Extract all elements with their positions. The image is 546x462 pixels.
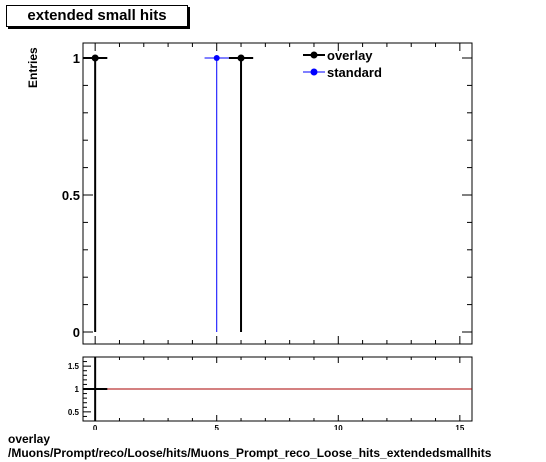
ratio-y-tick-label: 1 xyxy=(75,385,80,394)
legend: overlay standard xyxy=(303,48,382,80)
x-tick-label: 10 xyxy=(334,424,343,430)
y-tick-label: 0 xyxy=(73,325,80,340)
caption-overlay: overlay xyxy=(8,432,51,446)
data-point xyxy=(91,54,99,62)
main-plot-panel: 00.51 xyxy=(62,42,473,345)
data-point xyxy=(237,54,245,62)
legend-marker xyxy=(310,68,318,76)
x-tick-label: 0 xyxy=(93,424,98,430)
x-tick-label: 5 xyxy=(214,424,219,430)
caption-path: /Muons/Prompt/reco/Loose/hits/Muons_Prom… xyxy=(8,446,492,460)
plot-frame xyxy=(82,42,473,345)
ratio-y-tick-label: 0.5 xyxy=(68,408,80,417)
ratio-y-tick-label: 1.5 xyxy=(68,362,80,371)
chart-title: extended small hits xyxy=(6,5,188,27)
y-tick-label: 0.5 xyxy=(62,188,80,203)
ratio-plot-panel: 0.5 1 1.5 0 5 10 15 xyxy=(68,356,473,430)
legend-marker xyxy=(310,51,318,59)
legend-label: overlay xyxy=(327,48,373,63)
x-tick-label: 15 xyxy=(455,424,464,430)
legend-label: standard xyxy=(327,65,382,80)
data-point xyxy=(213,55,220,61)
y-tick-label: 1 xyxy=(73,51,80,66)
